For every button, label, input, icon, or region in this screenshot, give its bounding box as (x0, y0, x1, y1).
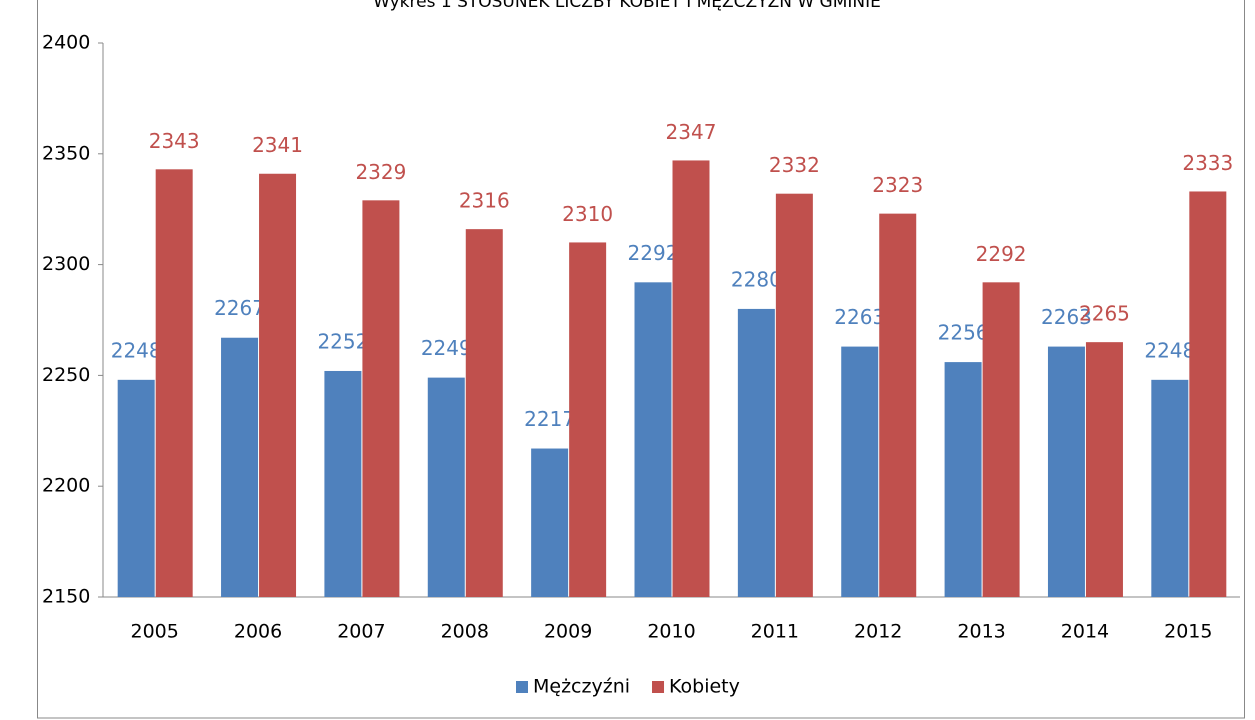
x-tick-label: 2011 (751, 621, 799, 643)
bar (737, 308, 775, 597)
bar (982, 282, 1020, 597)
data-label: 2332 (769, 153, 820, 177)
y-tick-label: 2250 (42, 364, 90, 386)
data-label: 2343 (149, 129, 200, 153)
x-tick-label: 2009 (544, 621, 592, 643)
bar (775, 193, 813, 598)
data-label: 2263 (834, 305, 885, 329)
bar (324, 370, 362, 597)
x-tick-label: 2005 (131, 621, 179, 643)
data-label: 2217 (524, 407, 575, 431)
x-tick-label: 2007 (337, 621, 385, 643)
data-label: 2267 (214, 296, 265, 320)
bar (672, 160, 710, 597)
y-tick-label: 2350 (42, 142, 90, 164)
data-label: 2280 (731, 267, 782, 291)
data-label: 2310 (562, 202, 613, 226)
x-tick-label: 2013 (957, 621, 1005, 643)
data-label: 2323 (872, 173, 923, 197)
legend-label: Kobiety (669, 676, 740, 698)
data-label: 2329 (355, 160, 406, 184)
data-label: 2265 (1079, 302, 1130, 326)
data-label: 2347 (666, 120, 717, 144)
bar (259, 173, 297, 597)
bar (427, 377, 465, 597)
bar (221, 337, 259, 597)
data-label: 2292 (976, 242, 1027, 266)
data-label: 2341 (252, 133, 303, 157)
x-tick-label: 2015 (1164, 621, 1212, 643)
bar (569, 242, 607, 597)
bar (1151, 379, 1189, 597)
bar (1085, 342, 1123, 597)
data-label: 2263 (1041, 305, 1092, 329)
y-tick-label: 2200 (42, 475, 90, 497)
x-tick-label: 2012 (854, 621, 902, 643)
bar (531, 448, 569, 597)
data-label: 2249 (421, 336, 472, 360)
data-label: 2248 (111, 338, 162, 362)
bar (465, 229, 503, 598)
bar (634, 282, 672, 597)
bar (944, 362, 982, 597)
x-tick-label: 2014 (1061, 621, 1109, 643)
y-tick-label: 2150 (42, 586, 90, 608)
y-tick-label: 2300 (42, 253, 90, 275)
bar (362, 200, 400, 597)
bar (117, 379, 155, 597)
bar (1189, 191, 1227, 598)
legend-label: Mężczyźni (533, 676, 630, 698)
data-label: 2333 (1182, 151, 1233, 175)
bar (841, 346, 879, 597)
chart-title: Wykres 1 STOSUNEK LICZBY KOBIET I MĘŻCZY… (373, 0, 881, 12)
x-tick-label: 2006 (234, 621, 282, 643)
data-label: 2252 (317, 329, 368, 353)
data-label: 2316 (459, 189, 510, 213)
bar (155, 169, 193, 597)
data-label: 2256 (938, 321, 989, 345)
y-tick-label: 2400 (42, 32, 90, 54)
bar (1047, 346, 1085, 597)
bar (879, 213, 917, 597)
legend-swatch (516, 681, 528, 693)
data-label: 2248 (1144, 338, 1195, 362)
x-tick-label: 2010 (647, 621, 695, 643)
data-label: 2292 (628, 241, 679, 265)
x-tick-label: 2008 (441, 621, 489, 643)
legend-swatch (652, 681, 665, 693)
